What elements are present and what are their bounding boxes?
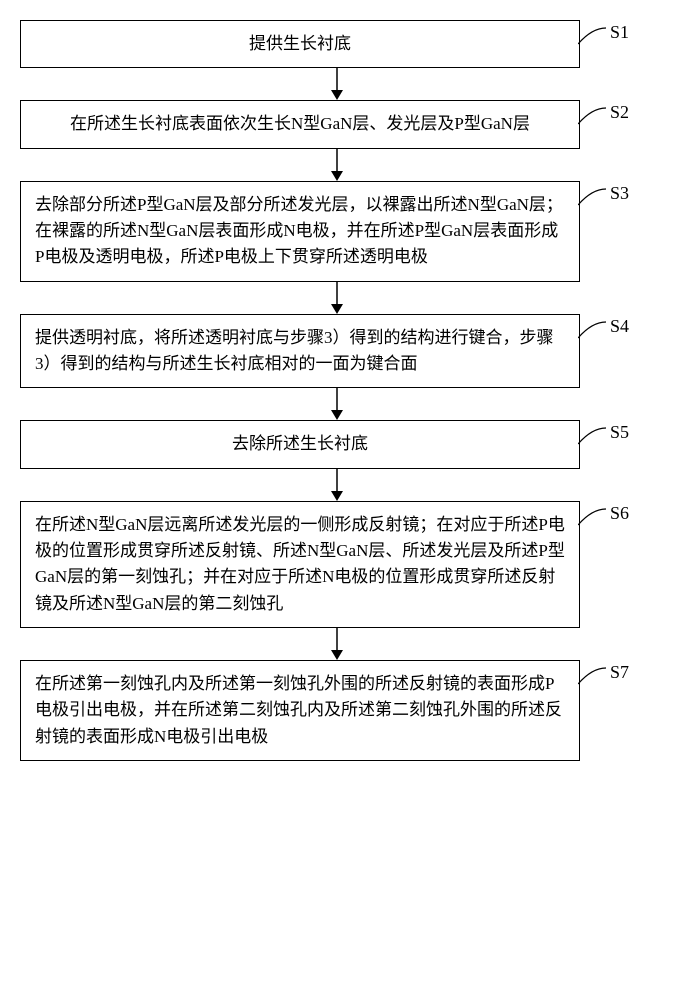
step-row: 提供透明衬底，将所述透明衬底与步骤3）得到的结构进行键合，步骤3）得到的结构与所… (20, 314, 654, 389)
arrow-down-icon (57, 68, 617, 100)
step-row: 去除部分所述P型GaN层及部分所述发光层，以裸露出所述N型GaN层；在裸露的所述… (20, 181, 654, 282)
arrow-down-icon (57, 628, 617, 660)
step-tick-curve (578, 507, 606, 527)
arrow-down-icon (57, 469, 617, 501)
step-box-s2: 在所述生长衬底表面依次生长N型GaN层、发光层及P型GaN层 (20, 100, 580, 148)
step-label-s2: S2 (610, 102, 629, 123)
step-row: 去除所述生长衬底 S5 (20, 420, 654, 468)
step-tick-curve (578, 26, 606, 46)
step-label-s3: S3 (610, 183, 629, 204)
step-label-s7: S7 (610, 662, 629, 683)
step-box-s4: 提供透明衬底，将所述透明衬底与步骤3）得到的结构进行键合，步骤3）得到的结构与所… (20, 314, 580, 389)
step-box-s3: 去除部分所述P型GaN层及部分所述发光层，以裸露出所述N型GaN层；在裸露的所述… (20, 181, 580, 282)
step-box-s7: 在所述第一刻蚀孔内及所述第一刻蚀孔外围的所述反射镜的表面形成P电极引出电极，并在… (20, 660, 580, 761)
flowchart-container: 提供生长衬底 S1 在所述生长衬底表面依次生长N型GaN层、发光层及P型GaN层 S2… (20, 20, 654, 761)
step-box-s6: 在所述N型GaN层远离所述发光层的一侧形成反射镜；在对应于所述P电极的位置形成贯… (20, 501, 580, 628)
step-tick-curve (578, 320, 606, 340)
step-tick-curve (578, 426, 606, 446)
arrow-down-icon (57, 282, 617, 314)
arrow-down-icon (57, 149, 617, 181)
step-label-s1: S1 (610, 22, 629, 43)
step-row: 提供生长衬底 S1 (20, 20, 654, 68)
step-row: 在所述N型GaN层远离所述发光层的一侧形成反射镜；在对应于所述P电极的位置形成贯… (20, 501, 654, 628)
arrow-down-icon (57, 388, 617, 420)
step-box-s1: 提供生长衬底 (20, 20, 580, 68)
step-tick-curve (578, 666, 606, 686)
step-row: 在所述第一刻蚀孔内及所述第一刻蚀孔外围的所述反射镜的表面形成P电极引出电极，并在… (20, 660, 654, 761)
step-box-s5: 去除所述生长衬底 (20, 420, 580, 468)
step-label-s5: S5 (610, 422, 629, 443)
step-row: 在所述生长衬底表面依次生长N型GaN层、发光层及P型GaN层 S2 (20, 100, 654, 148)
step-label-s6: S6 (610, 503, 629, 524)
step-tick-curve (578, 187, 606, 207)
step-label-s4: S4 (610, 316, 629, 337)
step-tick-curve (578, 106, 606, 126)
